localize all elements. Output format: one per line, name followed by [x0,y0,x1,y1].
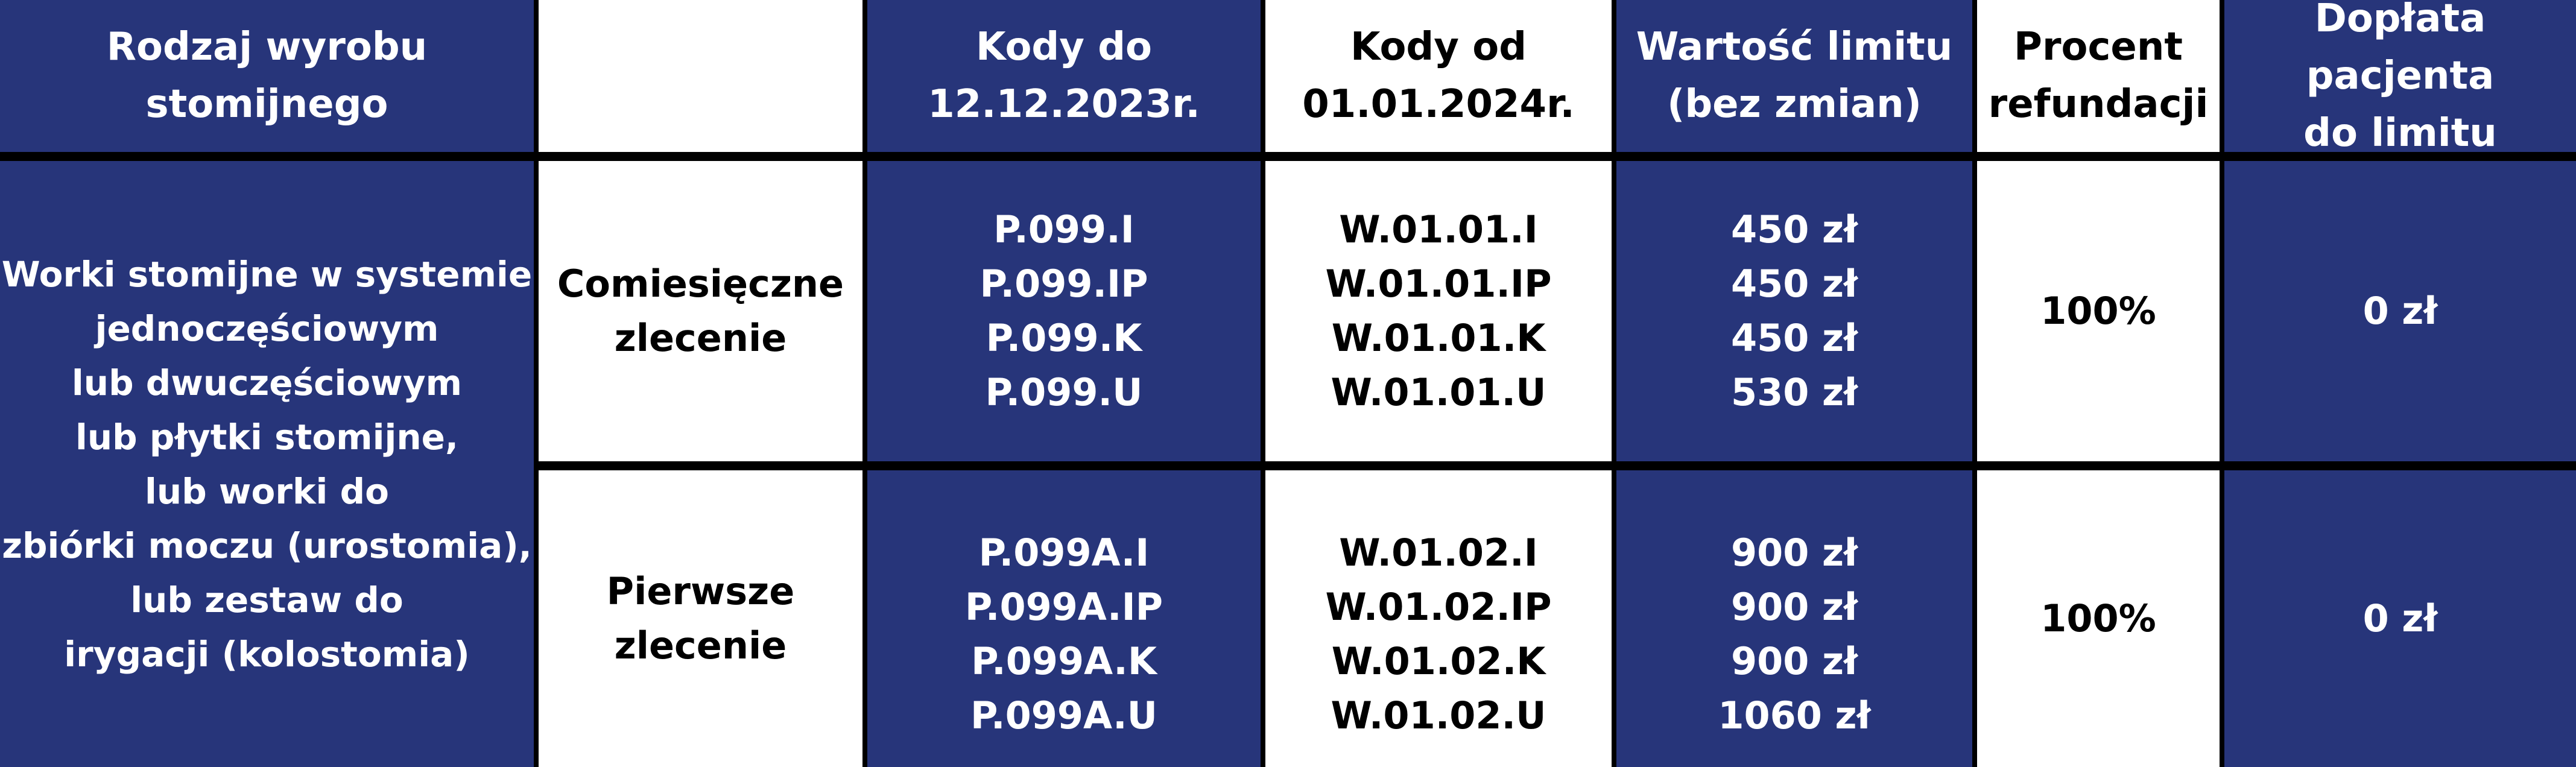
header-refund-percent: Procent refundacji [1977,0,2220,152]
code: P.099.U [985,370,1143,414]
header-empty [539,0,862,152]
product-description: Worki stomijne w systemie jednoczęściowy… [0,161,534,767]
header-text: refundacji [1988,82,2209,127]
order-type-text: Comiesięczne [557,262,844,306]
limit-value: 900 zł [1730,531,1858,575]
order-type-text: zlecenie [614,623,787,668]
description-line: lub worki do [145,470,389,512]
description-line: jednoczęściowym [95,308,439,349]
code: W.01.02.IP [1325,585,1552,629]
codes-to-cell: P.099A.I P.099A.IP P.099A.K P.099A.U [867,470,1261,767]
codes-to-cell: P.099.I P.099.IP P.099.K P.099.U [867,161,1261,461]
code: W.01.02.U [1331,693,1546,737]
description-line: lub dwuczęściowym [71,362,463,403]
header-text: 12.12.2023r. [928,82,1200,127]
description-line: zbiórki moczu (urostomia), [2,525,532,566]
limit-value: 450 zł [1730,262,1858,306]
header-text: Kody od [1350,25,1527,69]
header-limit-value: Wartość limitu (bez zmian) [1616,0,1972,152]
copay: 0 zł [2362,596,2438,640]
limits-cell: 450 zł 450 zł 450 zł 530 zł [1616,161,1972,461]
code: W.01.01.K [1331,316,1546,360]
header-product-type: Rodzaj wyrobu stomijnego [0,0,534,152]
code: P.099.IP [979,262,1148,306]
description-line: irygacji (kolostomia) [64,633,470,675]
order-type-text: Pierwsze [606,569,795,613]
limit-value: 1060 zł [1718,693,1871,737]
limit-value: 900 zł [1730,639,1858,683]
header-text: Kody do [975,25,1153,69]
copay-cell: 0 zł [2224,161,2576,461]
code: P.099A.K [971,639,1157,683]
description-line: Worki stomijne w systemie [1,253,533,295]
description-line: lub płytki stomijne, [75,416,459,458]
refund-percent-cell: 100% [1977,470,2220,767]
header-codes-from: Kody od 01.01.2024r. [1265,0,1612,152]
header-text: (bez zmian) [1667,82,1922,127]
header-text: 01.01.2024r. [1302,82,1575,127]
code: P.099A.IP [964,585,1163,629]
header-text: Rodzaj wyrobu [106,25,428,69]
limit-value: 530 zł [1730,370,1858,414]
description-line: lub zestaw do [130,579,403,620]
order-type-text: zlecenie [614,316,787,360]
limit-value: 900 zł [1730,585,1858,629]
code: P.099.K [986,316,1142,360]
limits-cell: 900 zł 900 zł 900 zł 1060 zł [1616,470,1972,767]
code: W.01.02.I [1339,531,1538,575]
code: W.01.01.I [1339,207,1538,251]
refund-percent-cell: 100% [1977,161,2220,461]
order-type-monthly: Comiesięczne zlecenie [539,161,862,461]
codes-from-cell: W.01.01.I W.01.01.IP W.01.01.K W.01.01.U [1265,161,1612,461]
limit-value: 450 zł [1730,316,1858,360]
limit-value: 450 zł [1730,207,1858,251]
header-text: Wartość limitu [1636,25,1953,69]
header-text: Dopłata pacjenta [2306,0,2495,98]
refund-percent: 100% [2040,289,2156,333]
header-text: do limitu [2303,110,2497,156]
order-type-first: Pierwsze zlecenie [539,470,862,767]
code: W.01.01.U [1331,370,1546,414]
copay: 0 zł [2362,289,2438,333]
copay-cell: 0 zł [2224,470,2576,767]
header-codes-to: Kody do 12.12.2023r. [867,0,1261,152]
code: P.099A.I [978,531,1150,575]
refund-percent: 100% [2040,596,2156,640]
code: P.099A.U [970,693,1158,737]
code: W.01.01.IP [1325,262,1552,306]
code: P.099.I [993,207,1135,251]
header-text: Procent [2014,25,2183,69]
code: W.01.02.K [1331,639,1546,683]
header-patient-copay: Dopłata pacjenta do limitu [2224,0,2576,156]
codes-from-cell: W.01.02.I W.01.02.IP W.01.02.K W.01.02.U [1265,470,1612,767]
header-text: stomijnego [145,82,388,127]
